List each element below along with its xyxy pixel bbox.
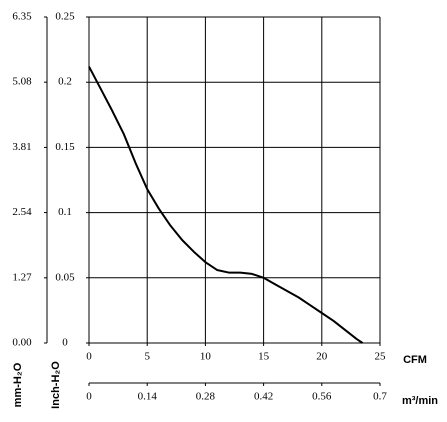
x-tick-label: 20 — [316, 351, 328, 363]
y2-tick-label: 5.08 — [12, 76, 32, 88]
y-axis-label: Inch-H₂O — [50, 361, 62, 409]
y2-axis-label: mm-H₂O — [12, 362, 24, 407]
x2-tick-label: 0.42 — [254, 391, 273, 403]
y-tick-label: 0.2 — [58, 76, 72, 88]
y2-tick-label: 1.27 — [12, 271, 32, 283]
x-axis-label: CFM — [403, 354, 427, 366]
x2-tick-label: 0.28 — [196, 391, 216, 403]
x-tick-label: 15 — [258, 351, 270, 363]
x-tick-label: 0 — [86, 351, 92, 363]
x-tick-label: 25 — [375, 351, 387, 363]
y2-tick-label: 6.35 — [12, 11, 32, 23]
x-tick-label: 5 — [144, 351, 150, 363]
x2-tick-label: 0.7 — [373, 391, 387, 403]
x2-tick-label: 0 — [86, 391, 92, 403]
y-tick-label: 0.1 — [58, 206, 72, 218]
x2-axis-label: m³/min — [402, 395, 438, 407]
x2-tick-label: 0.56 — [312, 391, 332, 403]
y-tick-label: 0 — [62, 337, 68, 349]
line — [88, 66, 364, 344]
x2-tick-label: 0.14 — [138, 391, 158, 403]
y-tick-label: 0.15 — [55, 141, 75, 153]
y2-tick-label: 0.00 — [12, 337, 32, 349]
y2-tick-label: 2.54 — [12, 206, 32, 218]
y2-tick-label: 3.81 — [12, 141, 31, 153]
x-tick-label: 10 — [200, 351, 212, 363]
y-tick-label: 0.05 — [55, 271, 75, 283]
y-tick-label: 0.25 — [55, 11, 75, 23]
